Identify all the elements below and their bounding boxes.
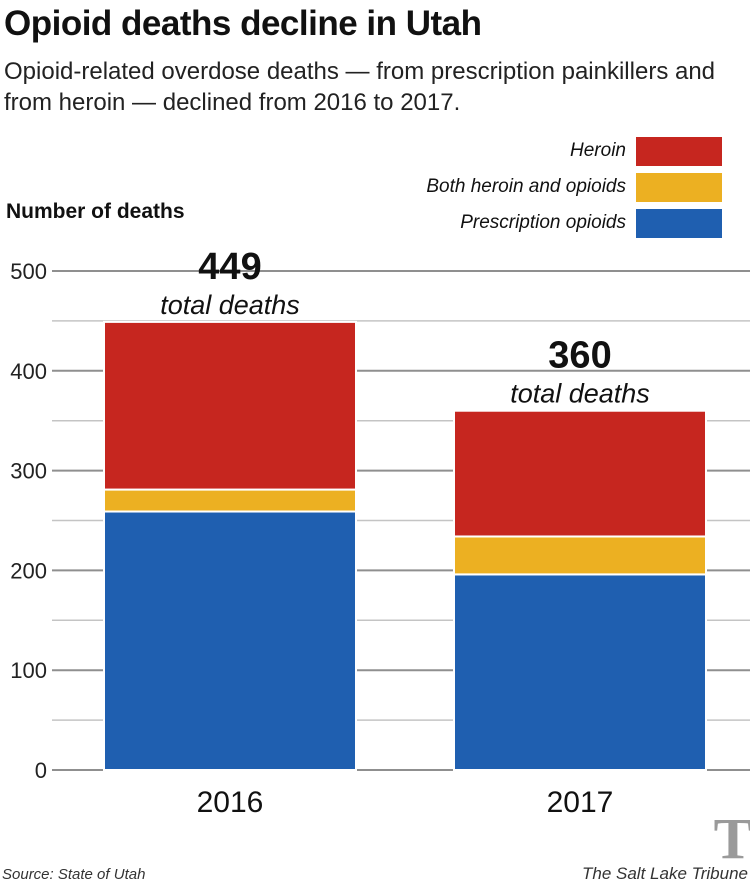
legend-item-both: Both heroin and opioids — [426, 169, 722, 205]
chart-subtitle: Opioid-related overdose deaths — from pr… — [4, 58, 716, 116]
tribune-logo-icon: T — [714, 806, 750, 871]
total-value-label: 449 — [198, 246, 261, 288]
total-value-label: 360 — [548, 335, 611, 377]
x-tick-label: 2016 — [197, 786, 264, 819]
bar-segment-prescription-opioids — [453, 573, 707, 772]
total-sublabel: total deaths — [160, 290, 300, 320]
legend-swatch — [636, 208, 722, 238]
bar-segment-heroin — [453, 409, 707, 538]
y-tick-label: 300 — [10, 459, 47, 484]
y-tick-label: 500 — [10, 259, 47, 284]
source-note: Source: State of Utah — [2, 866, 146, 883]
legend-label: Both heroin and opioids — [426, 176, 626, 197]
legend-swatch — [636, 172, 722, 202]
legend-swatch — [636, 136, 722, 166]
legend-item-prescription: Prescription opioids — [426, 205, 722, 241]
legend-label: Prescription opioids — [460, 212, 626, 233]
bar-segment-both-heroin-and-opioids — [103, 488, 357, 513]
legend-item-heroin: Heroin — [426, 133, 722, 169]
y-tick-label: 200 — [10, 558, 47, 583]
y-axis-label: Number of deaths — [6, 200, 185, 223]
chart-title: Opioid deaths decline in Utah — [4, 4, 482, 43]
legend-label: Heroin — [570, 140, 626, 161]
y-tick-label: 400 — [10, 359, 47, 384]
bar-segment-prescription-opioids — [103, 510, 357, 771]
total-sublabel: total deaths — [510, 379, 650, 409]
bar-segment-both-heroin-and-opioids — [453, 535, 707, 576]
y-tick-label: 0 — [35, 758, 47, 783]
bar-segment-heroin — [103, 320, 357, 491]
y-tick-label: 100 — [10, 658, 47, 683]
x-tick-label: 2017 — [547, 786, 614, 819]
publisher-brand: The Salt Lake Tribune — [582, 864, 748, 883]
legend: Heroin Both heroin and opioids Prescript… — [426, 133, 722, 241]
